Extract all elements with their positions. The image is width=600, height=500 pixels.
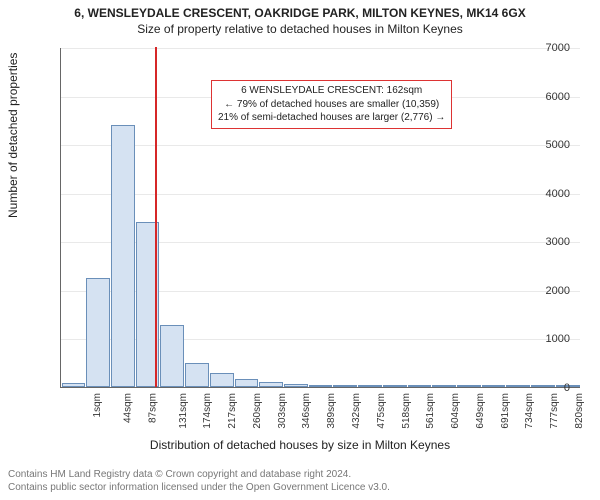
x-tick-label: 734sqm [524,393,535,429]
callout-line: 21% of semi-detached houses are larger (… [218,111,445,125]
x-tick-label: 87sqm [147,393,158,423]
bar [358,385,382,387]
bar [333,385,357,387]
x-tick-label: 518sqm [401,393,412,429]
x-tick-label: 604sqm [450,393,461,429]
bar [160,325,184,387]
bar [408,385,432,387]
x-tick-label: 260sqm [252,393,263,429]
bar [111,125,135,387]
bar [482,385,506,387]
x-tick-label: 346sqm [302,393,313,429]
bar [531,385,555,387]
bar [432,385,456,387]
y-tick-label: 0 [564,382,570,394]
callout-box: 6 WENSLEYDALE CRESCENT: 162sqm ← 79% of … [211,80,452,129]
x-tick-label: 303sqm [277,393,288,429]
x-tick-label: 174sqm [203,393,214,429]
x-tick-label: 475sqm [376,393,387,429]
x-tick-label: 217sqm [227,393,238,429]
y-axis-title: Number of detached properties [6,53,20,218]
x-tick-label: 777sqm [549,393,560,429]
x-tick-label: 1sqm [92,393,103,417]
chart-area: 6 WENSLEYDALE CRESCENT: 162sqm ← 79% of … [60,48,580,388]
x-tick-label: 691sqm [500,393,511,429]
callout-line: ← 79% of detached houses are smaller (10… [218,98,445,112]
chart-title-main: 6, WENSLEYDALE CRESCENT, OAKRIDGE PARK, … [0,6,600,20]
footer-line: Contains HM Land Registry data © Crown c… [8,468,390,481]
x-tick-label: 820sqm [574,393,585,429]
bar [185,363,209,387]
chart-title-sub: Size of property relative to detached ho… [0,22,600,36]
bar [506,385,530,387]
bar [284,384,308,387]
bar [210,373,234,387]
footer-attribution: Contains HM Land Registry data © Crown c… [8,468,390,494]
y-tick-label: 2000 [546,285,570,297]
bar [259,382,283,387]
x-tick-label: 432sqm [351,393,362,429]
y-tick-label: 1000 [546,333,570,345]
plot-area: 6 WENSLEYDALE CRESCENT: 162sqm ← 79% of … [60,48,580,388]
bar [457,385,481,387]
y-tick-label: 5000 [546,139,570,151]
x-tick-label: 389sqm [326,393,337,429]
bar [309,385,333,387]
bar [86,278,110,387]
x-tick-label: 44sqm [123,393,134,423]
footer-line: Contains public sector information licen… [8,481,390,494]
y-tick-label: 7000 [546,42,570,54]
bar [383,385,407,387]
callout-line: 6 WENSLEYDALE CRESCENT: 162sqm [218,84,445,98]
bar [235,379,259,387]
x-tick-label: 561sqm [425,393,436,429]
y-tick-label: 3000 [546,236,570,248]
x-tick-label: 131sqm [178,393,189,429]
x-axis-title: Distribution of detached houses by size … [0,438,600,452]
x-tick-label: 649sqm [475,393,486,429]
y-tick-label: 4000 [546,188,570,200]
bar [62,383,86,387]
y-tick-label: 6000 [546,91,570,103]
marker-line [155,47,157,387]
